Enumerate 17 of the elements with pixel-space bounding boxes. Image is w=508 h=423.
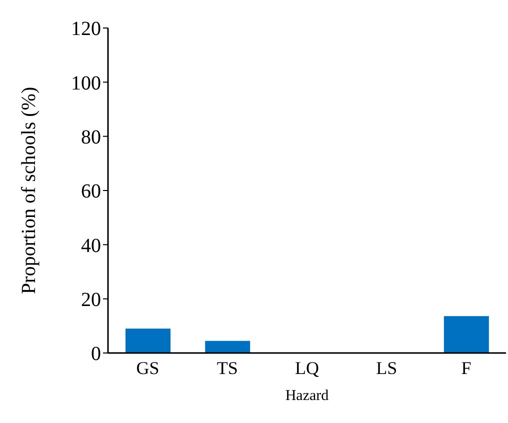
x-tick-label: LS xyxy=(376,358,398,378)
y-tick-label: 80 xyxy=(81,126,101,148)
y-tick-label: 100 xyxy=(71,72,101,94)
x-axis-title: Hazard xyxy=(285,388,330,404)
y-tick-label: 0 xyxy=(91,343,101,366)
y-tick-label: 60 xyxy=(81,180,101,203)
x-tick-label: GS xyxy=(136,358,160,378)
bar xyxy=(126,328,171,353)
bar xyxy=(205,340,250,353)
y-tick-label: 20 xyxy=(81,288,101,311)
y-tick-label: 120 xyxy=(71,18,101,40)
x-tick-label: F xyxy=(461,358,472,378)
x-tick-label: TS xyxy=(216,358,238,378)
bar xyxy=(444,316,489,353)
y-tick-label: 40 xyxy=(81,234,101,257)
y-axis-title: Proportion of schools (%) xyxy=(18,86,40,294)
x-tick-label: LQ xyxy=(295,358,319,378)
